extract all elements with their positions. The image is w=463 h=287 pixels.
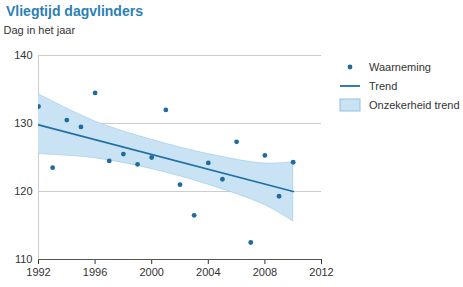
svg-text:2000: 2000 <box>139 266 163 278</box>
html-text:Onzekerheid trend: Onzekerheid trend <box>369 98 460 111</box>
svg-text:120: 120 <box>14 185 32 197</box>
svg-text:2008: 2008 <box>253 266 277 278</box>
svg-text:2012: 2012 <box>309 266 333 278</box>
svg-text:2004: 2004 <box>196 266 220 278</box>
svg-text:Dag in het jaar: Dag in het jaar <box>4 24 76 36</box>
svg-text:1996: 1996 <box>83 266 107 278</box>
svg-text:130: 130 <box>14 117 32 129</box>
svg-text:1992: 1992 <box>26 266 50 278</box>
html-text:Vliegtijd dagvlinders: Vliegtijd dagvlinders <box>6 3 143 19</box>
svg-text:110: 110 <box>15 253 33 265</box>
html-text:Trend: Trend <box>369 79 398 92</box>
html-text:Waarneming: Waarneming <box>369 60 431 73</box>
svg-text:140: 140 <box>14 49 32 61</box>
